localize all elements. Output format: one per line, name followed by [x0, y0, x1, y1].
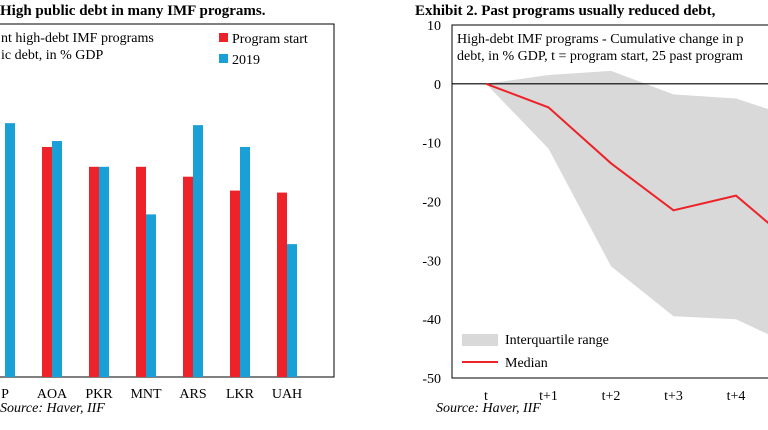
- y-tick-label-40: -40: [422, 313, 441, 328]
- x-tick-label-aoa: AOA: [37, 387, 68, 402]
- x-tick-label-p: P: [1, 387, 9, 402]
- x-tick-label-t-3: t+3: [664, 389, 683, 404]
- bar-2019-lkr: [240, 146, 250, 377]
- x-tick-label-t-2: t+2: [602, 389, 621, 404]
- x-tick-label-mnt: MNT: [130, 387, 162, 402]
- median-line: [485, 82, 768, 225]
- right-chart-title: Exhibit 2. Past programs usually reduced…: [415, 3, 716, 19]
- bar-2019-uah: [287, 244, 297, 377]
- interquartile-band: [486, 70, 768, 335]
- x-tick-label-lkr: LKR: [226, 387, 255, 402]
- bar-program-start-pkr: [89, 166, 99, 377]
- left-bar-chart: nt high-debt IMF programs ic debt, in % …: [0, 23, 335, 402]
- bar-program-start-aoa: [42, 146, 52, 377]
- bar-2019-ars: [193, 125, 203, 378]
- bar-program-start-lkr: [230, 190, 240, 377]
- right-plot-frame: [451, 24, 768, 379]
- bar-program-start-mnt: [136, 166, 146, 377]
- left-source-note: Source: Haver, IIF: [0, 401, 105, 416]
- x-tick-label-t-4: t+4: [727, 389, 746, 404]
- bar-2019-aoa: [52, 141, 62, 377]
- y-tick-label-30: -30: [422, 254, 441, 269]
- y-tick-label-0: 0: [434, 78, 441, 93]
- legend-label-interquartile: Interquartile range: [505, 333, 609, 348]
- left-subtitle-line-1: nt high-debt IMF programs: [1, 31, 154, 46]
- right-source-note: Source: Haver, IIF: [436, 401, 541, 416]
- bar-2019-p: [5, 123, 15, 377]
- legend-swatch-2019: [219, 54, 228, 63]
- legend-label-median: Median: [505, 356, 548, 371]
- x-tick-label-uah: UAH: [272, 387, 302, 402]
- bar-program-start-uah: [277, 192, 287, 377]
- x-tick-label-t-1: t+1: [539, 389, 558, 404]
- y-tick-label-50: -50: [422, 372, 441, 387]
- right-subtitle-line-2: debt, in % GDP, t = program start, 25 pa…: [457, 49, 743, 64]
- legend-swatch-program-start: [219, 33, 228, 42]
- left-plot-frame: [0, 23, 335, 378]
- y-tick-label-20: -20: [422, 196, 441, 211]
- bar-program-start-ars: [183, 176, 193, 377]
- x-tick-label-pkr: PKR: [85, 387, 113, 402]
- legend-swatch-interquartile: [462, 334, 498, 346]
- y-tick-label-10: -10: [422, 137, 441, 152]
- x-tick-label-ars: ARS: [179, 387, 206, 402]
- left-chart-title: High public debt in many IMF programs.: [0, 3, 266, 19]
- legend-label-2019: 2019: [232, 53, 260, 68]
- right-subtitle-line-1: High-debt IMF programs - Cumulative chan…: [457, 32, 744, 47]
- y-tick-label-10: 10: [427, 19, 441, 34]
- bar-2019-pkr: [99, 166, 109, 377]
- left-subtitle-line-2: ic debt, in % GDP: [1, 48, 103, 63]
- legend-label-program-start: Program start: [232, 32, 308, 47]
- bar-2019-mnt: [146, 214, 156, 377]
